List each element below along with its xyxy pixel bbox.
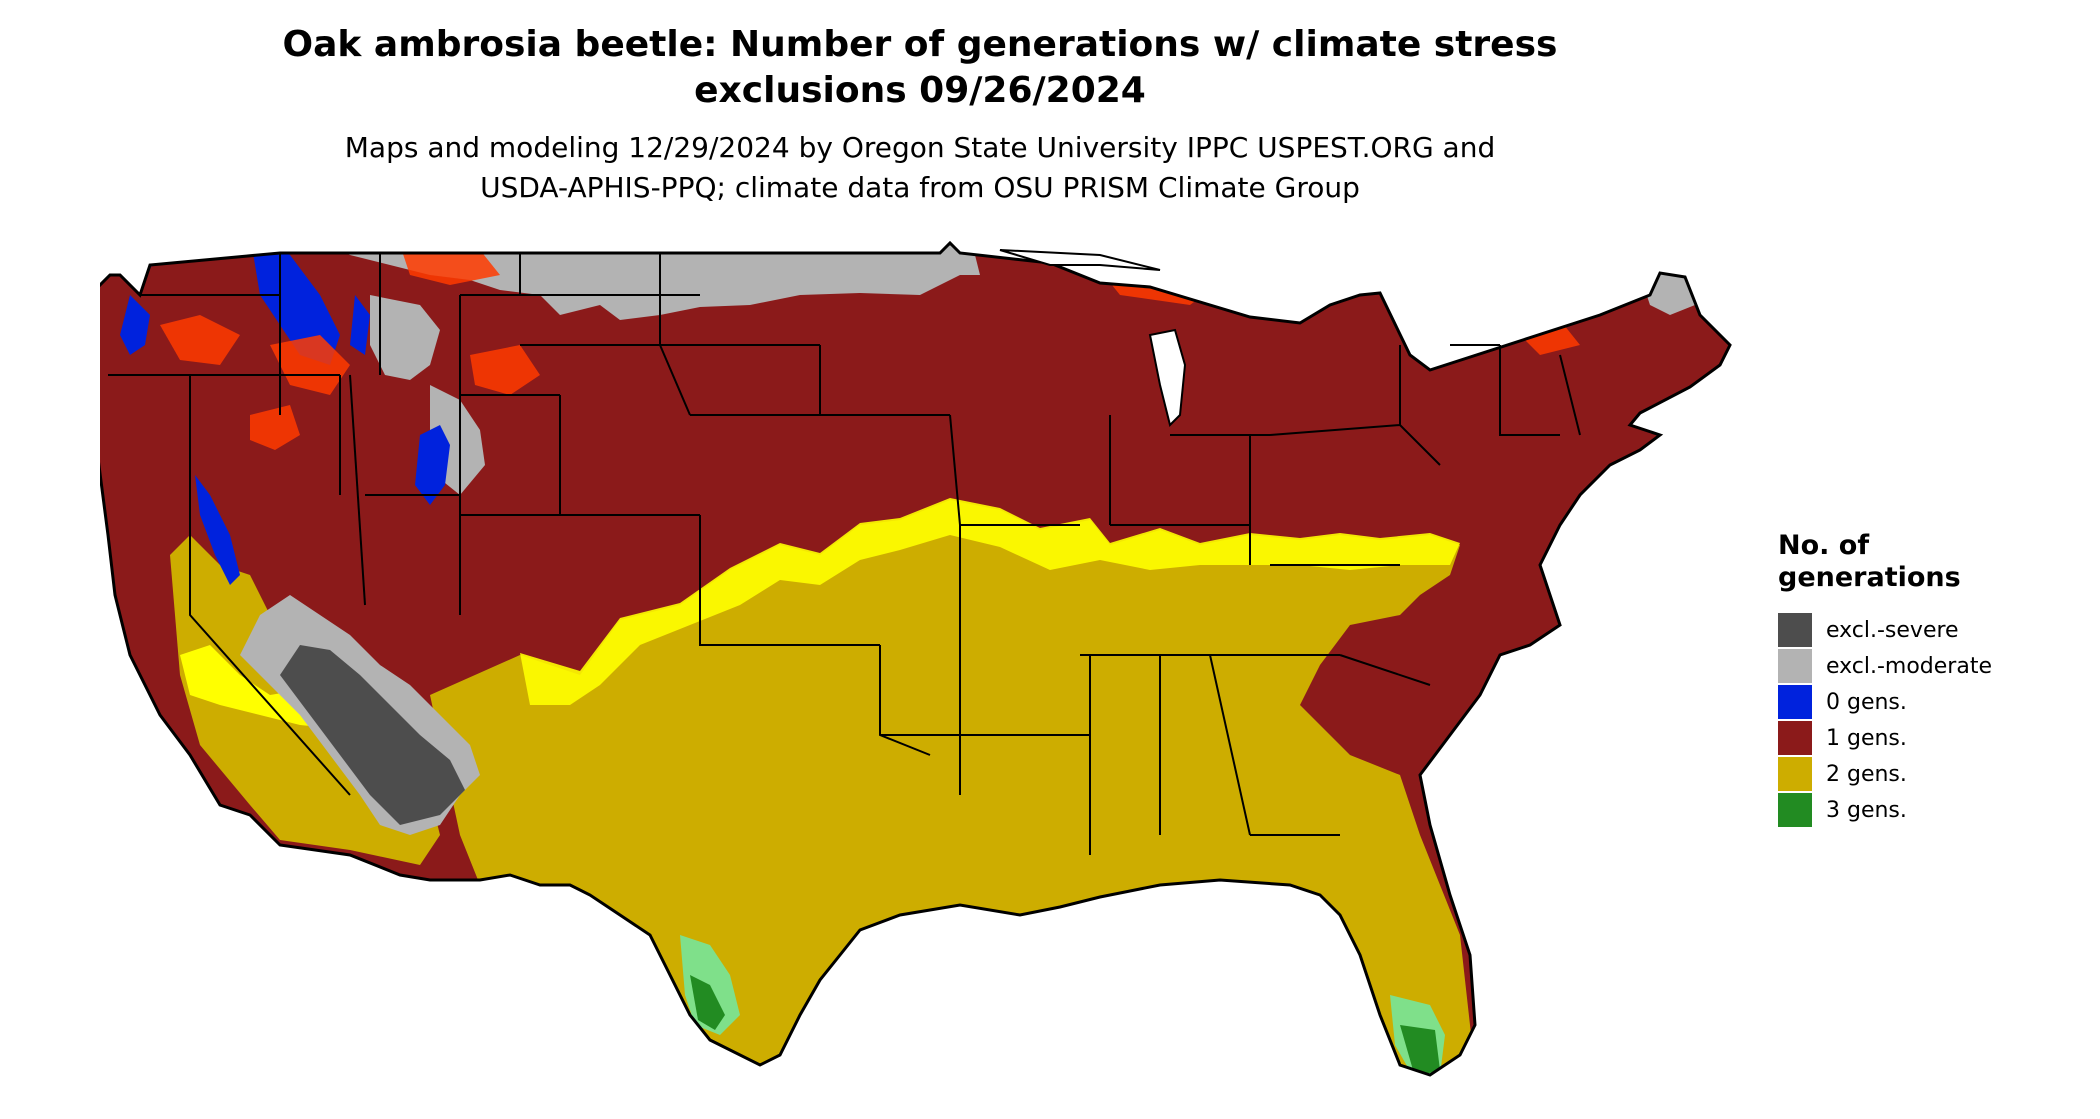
legend-item-excl-severe: excl.-severe (1778, 612, 2078, 648)
zone-two-generations-fringe (520, 498, 1460, 705)
legend-swatch-2-gens (1778, 757, 1812, 791)
zone-excl-severe-southwest (280, 645, 465, 825)
us-generations-map (88, 235, 1750, 1115)
legend-title: No. of generations (1778, 530, 2078, 594)
map-title-line-1: Oak ambrosia beetle: Number of generatio… (282, 24, 1558, 65)
legend-label-1-gens: 1 gens. (1826, 725, 1907, 751)
zone-excl-moderate-wyoming (370, 295, 440, 380)
legend-label-2-gens: 2 gens. (1826, 761, 1907, 787)
legend-item-1-gens: 1 gens. (1778, 720, 2078, 756)
zone-one-generation-highlight-oregon (160, 315, 240, 365)
zone-zero-generations-oregon (120, 295, 150, 355)
map-header: Oak ambrosia beetle: Number of generatio… (180, 22, 1660, 208)
state-boundaries (108, 253, 1581, 855)
generation-zones (90, 243, 1730, 1075)
lake-michigan (1148, 328, 1187, 427)
legend-title-line-1: No. of (1778, 530, 1870, 561)
legend-swatch-0-gens (1778, 685, 1812, 719)
lake-superior (999, 249, 1161, 271)
zone-three-generations-texas-core (690, 975, 725, 1030)
legend-label-excl-severe: excl.-severe (1826, 617, 1959, 643)
zone-one-generation-highlight-montana (400, 245, 500, 285)
zone-one-generation-highlight-wyoming (470, 345, 540, 395)
legend-swatch-excl-moderate (1778, 649, 1812, 683)
legend-item-excl-moderate: excl.-moderate (1778, 648, 2078, 684)
zone-zero-generations-rockies (250, 243, 340, 365)
map-title: Oak ambrosia beetle: Number of generatio… (180, 22, 1660, 114)
zone-zero-generations-sierra (195, 475, 240, 585)
legend-item-3-gens: 3 gens. (1778, 792, 2078, 828)
legend-item-2-gens: 2 gens. (1778, 756, 2078, 792)
map-subtitle-line-2: USDA-APHIS-PPQ; climate data from OSU PR… (480, 171, 1360, 204)
map-subtitle: Maps and modeling 12/29/2024 by Oregon S… (180, 128, 1660, 208)
legend-swatch-1-gens (1778, 721, 1812, 755)
legend-label-0-gens: 0 gens. (1826, 689, 1907, 715)
zone-one-generation-highlight-idaho (270, 335, 350, 395)
zone-one-generation-highlight-nevada (250, 405, 300, 450)
legend-swatch-3-gens (1778, 793, 1812, 827)
legend-swatch-excl-severe (1778, 613, 1812, 647)
us-outline (88, 240, 1732, 1077)
legend-title-line-2: generations (1778, 562, 1961, 593)
legend-item-0-gens: 0 gens. (1778, 684, 2078, 720)
map-subtitle-line-1: Maps and modeling 12/29/2024 by Oregon S… (344, 131, 1496, 164)
map-svg (88, 240, 1732, 1077)
zone-zero-generations-utah (350, 295, 370, 355)
map-title-line-2: exclusions 09/26/2024 (694, 70, 1146, 111)
legend-label-3-gens: 3 gens. (1826, 797, 1907, 823)
map-legend: No. of generations excl.-severe excl.-mo… (1778, 530, 2078, 828)
zone-three-generations-florida-core (1400, 1025, 1440, 1075)
zone-zero-generations-colorado (415, 425, 450, 505)
legend-label-excl-moderate: excl.-moderate (1826, 653, 1992, 679)
